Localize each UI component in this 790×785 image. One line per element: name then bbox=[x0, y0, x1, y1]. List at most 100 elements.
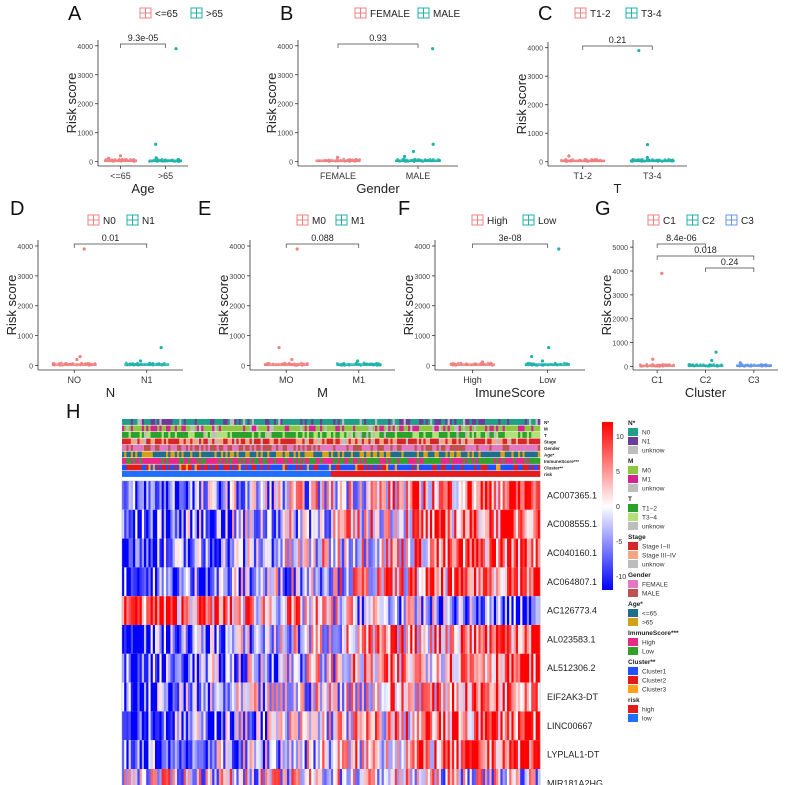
annotation-cell bbox=[377, 451, 380, 458]
heatmap-cell bbox=[357, 740, 360, 769]
heatmap-cell bbox=[337, 481, 341, 510]
annotation-cell bbox=[333, 432, 336, 438]
annotation-cell bbox=[313, 445, 316, 451]
heatmap-cell bbox=[317, 682, 321, 712]
heatmap-cell bbox=[537, 567, 541, 597]
heatmap-cell bbox=[537, 596, 541, 625]
annotation-cell bbox=[478, 445, 481, 451]
annotation-cell bbox=[350, 464, 354, 471]
annotation-cell bbox=[386, 419, 389, 425]
heatmap-cell bbox=[366, 711, 369, 741]
heatmap-cell bbox=[276, 711, 279, 741]
heatmap-cell bbox=[152, 625, 156, 654]
annotation-cell bbox=[502, 471, 506, 477]
legend-label: High bbox=[487, 216, 508, 227]
annotation-cell bbox=[423, 464, 426, 471]
heatmap-cell bbox=[247, 567, 250, 597]
heatmap-cell bbox=[480, 625, 484, 654]
heatmap-cell bbox=[364, 567, 367, 597]
heatmap-cell bbox=[449, 481, 453, 510]
heatmap-cell bbox=[276, 596, 279, 625]
annotation-cell bbox=[155, 432, 158, 438]
heatmap-cell bbox=[355, 481, 358, 510]
legend-entry: T3-4 bbox=[625, 7, 662, 20]
heatmap-cell bbox=[353, 711, 356, 741]
annotation-cell bbox=[159, 438, 162, 445]
heatmap-cell bbox=[278, 740, 281, 769]
heatmap-cell bbox=[432, 481, 435, 510]
heatmap-cell bbox=[460, 509, 464, 539]
heatmap-cell bbox=[260, 653, 264, 683]
annotation-cell bbox=[337, 438, 341, 445]
annotation-cell bbox=[491, 419, 495, 425]
heatmap-cell bbox=[412, 509, 415, 539]
heatmap-cell bbox=[177, 596, 180, 625]
heatmap-cell bbox=[364, 769, 367, 785]
heatmap-cell bbox=[177, 711, 180, 741]
annotation-cell bbox=[348, 445, 352, 451]
heatmap-cell bbox=[423, 538, 426, 568]
annotation-cell bbox=[405, 438, 409, 445]
heatmap-cell bbox=[172, 769, 176, 785]
annotation-cell bbox=[194, 451, 198, 458]
annotation-cell bbox=[163, 425, 167, 432]
annotation-cell bbox=[419, 445, 422, 451]
annotation-cell bbox=[128, 464, 132, 471]
heatmap-cell bbox=[458, 481, 462, 510]
heatmap-cell bbox=[366, 596, 369, 625]
annotation-cell bbox=[401, 425, 404, 432]
annotation-cell bbox=[403, 471, 407, 477]
heatmap-cell bbox=[474, 509, 477, 539]
outlier-point bbox=[480, 360, 485, 364]
heatmap-cell bbox=[447, 682, 451, 712]
annotation-cell bbox=[298, 471, 301, 477]
annotation-cell bbox=[359, 438, 363, 445]
heatmap-cell bbox=[291, 740, 294, 769]
heatmap-cell bbox=[441, 711, 444, 741]
annotation-cell bbox=[225, 451, 228, 458]
heatmap-cell bbox=[289, 509, 292, 539]
annotation-cell bbox=[357, 438, 360, 445]
heatmap-cell bbox=[161, 682, 165, 712]
heatmap-cell bbox=[135, 769, 138, 785]
annotation-cell bbox=[535, 464, 539, 471]
heatmap-cell bbox=[381, 567, 385, 597]
annotation-cell bbox=[223, 464, 226, 471]
annotation-cell bbox=[146, 458, 149, 464]
heatmap-cell bbox=[201, 596, 204, 625]
annotation-cell bbox=[368, 464, 371, 471]
heatmap-cell bbox=[359, 682, 363, 712]
heatmap-cell bbox=[333, 711, 336, 741]
heatmap-cell bbox=[311, 682, 314, 712]
heatmap-cell bbox=[452, 538, 455, 568]
heatmap-cell bbox=[179, 481, 182, 510]
annotation-cell bbox=[141, 471, 145, 477]
legend-entry: M1 bbox=[335, 214, 365, 227]
heatmap-cell bbox=[463, 509, 466, 539]
annotation-cell bbox=[509, 425, 512, 432]
heatmap-cell bbox=[449, 596, 453, 625]
heatmap-cell bbox=[265, 596, 268, 625]
heatmap-cell bbox=[364, 625, 367, 654]
heatmap-cell bbox=[425, 740, 429, 769]
heatmap-cell bbox=[498, 481, 501, 510]
heatmap-cell bbox=[150, 653, 154, 683]
annotation-cell bbox=[460, 445, 464, 451]
annotation-cell bbox=[441, 464, 444, 471]
heatmap-cell bbox=[271, 596, 275, 625]
heatmap-cell bbox=[236, 538, 239, 568]
heatmap-cell bbox=[225, 481, 228, 510]
heatmap-cell bbox=[445, 596, 448, 625]
heatmap-cell bbox=[372, 769, 376, 785]
annotation-cell bbox=[247, 419, 250, 425]
heatmap-cell bbox=[201, 509, 204, 539]
legend-label: T3-4 bbox=[641, 9, 662, 20]
annotation-cell bbox=[366, 438, 369, 445]
annotation-cell bbox=[130, 438, 134, 445]
annotation-cell bbox=[194, 438, 198, 445]
heatmap-cell bbox=[412, 481, 415, 510]
annotation-cell bbox=[476, 464, 479, 471]
heatmap-cell bbox=[485, 769, 488, 785]
heatmap-cell bbox=[454, 740, 457, 769]
heatmap-cell bbox=[273, 653, 277, 683]
